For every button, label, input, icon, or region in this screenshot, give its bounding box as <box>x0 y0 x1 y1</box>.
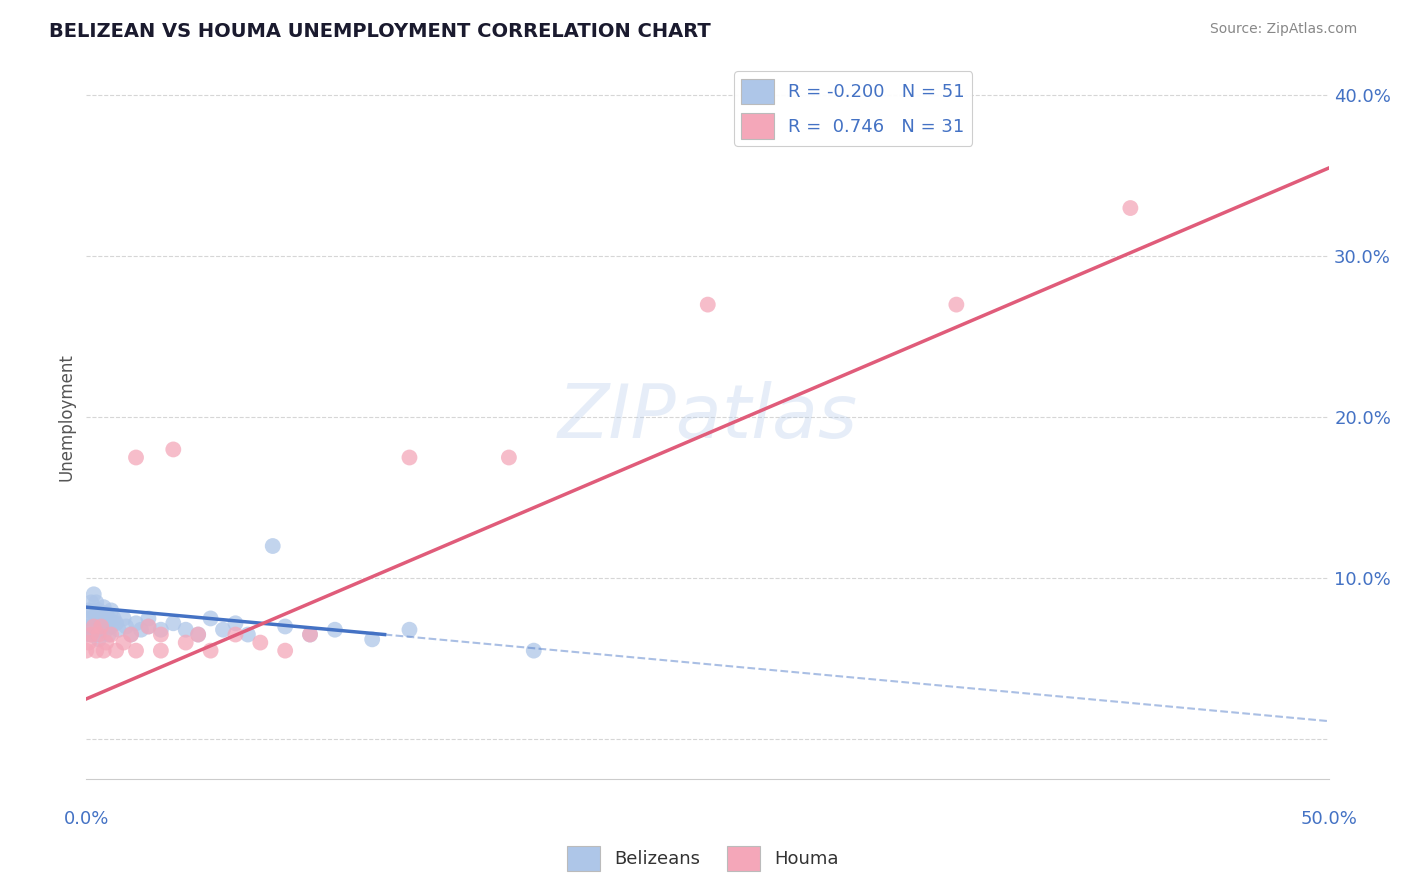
Point <box>107 623 129 637</box>
Point <box>96 623 118 637</box>
Point <box>149 623 172 637</box>
Point <box>138 619 160 633</box>
Point <box>80 627 103 641</box>
Point <box>75 643 97 657</box>
Point <box>93 643 115 657</box>
Point <box>398 450 420 465</box>
Point <box>125 450 148 465</box>
Point <box>105 616 128 631</box>
Point <box>97 627 120 641</box>
Point <box>129 623 152 637</box>
Point <box>200 611 222 625</box>
Point <box>323 623 346 637</box>
Point <box>80 627 103 641</box>
Point <box>80 611 103 625</box>
Text: Source: ZipAtlas.com: Source: ZipAtlas.com <box>1209 22 1357 37</box>
Point <box>274 619 297 633</box>
Point <box>498 450 520 465</box>
Point <box>162 616 184 631</box>
Text: 0.0%: 0.0% <box>63 810 110 828</box>
Point <box>90 623 112 637</box>
Point <box>96 635 118 649</box>
Point <box>249 635 271 649</box>
Point <box>84 627 107 641</box>
Point <box>75 627 97 641</box>
Point <box>112 611 135 625</box>
Point <box>262 539 284 553</box>
Point <box>125 616 148 631</box>
Point <box>87 632 110 647</box>
Point <box>83 603 105 617</box>
Point <box>77 635 100 649</box>
Text: BELIZEAN VS HOUMA UNEMPLOYMENT CORRELATION CHART: BELIZEAN VS HOUMA UNEMPLOYMENT CORRELATI… <box>49 22 711 41</box>
Point <box>83 587 105 601</box>
Point <box>174 623 197 637</box>
Point <box>523 643 546 657</box>
Point <box>174 635 197 649</box>
Point <box>112 635 135 649</box>
Point <box>120 627 142 641</box>
Point <box>212 623 235 637</box>
Point <box>125 643 148 657</box>
Point <box>103 611 125 625</box>
Point <box>187 627 209 641</box>
Point <box>138 611 160 625</box>
Point <box>138 619 160 633</box>
Point <box>149 643 172 657</box>
Point <box>93 600 115 615</box>
Point <box>120 627 142 641</box>
Point <box>83 619 105 633</box>
Point <box>115 619 138 633</box>
Point <box>274 643 297 657</box>
Point <box>187 627 209 641</box>
Point <box>200 643 222 657</box>
Point <box>236 627 259 641</box>
Point <box>84 595 107 609</box>
Point <box>105 643 128 657</box>
Point <box>224 616 246 631</box>
Legend: Belizeans, Houma: Belizeans, Houma <box>560 838 846 879</box>
Y-axis label: Unemployment: Unemployment <box>58 353 75 481</box>
Point <box>100 603 122 617</box>
Point <box>90 619 112 633</box>
Point <box>1119 201 1142 215</box>
Point <box>299 627 322 641</box>
Point <box>945 297 967 311</box>
Point <box>84 611 107 625</box>
Point <box>100 619 122 633</box>
Point <box>75 611 97 625</box>
Point <box>224 627 246 641</box>
Point <box>97 611 120 625</box>
Point <box>96 607 118 621</box>
Point <box>299 627 322 641</box>
Point <box>100 627 122 641</box>
Point <box>696 297 718 311</box>
Point <box>77 619 100 633</box>
Text: ZIPatlas: ZIPatlas <box>558 381 858 453</box>
Point <box>87 616 110 631</box>
Point <box>398 623 420 637</box>
Point <box>149 627 172 641</box>
Point <box>87 603 110 617</box>
Point <box>84 643 107 657</box>
Legend: R = -0.200   N = 51, R =  0.746   N = 31: R = -0.200 N = 51, R = 0.746 N = 31 <box>734 71 972 146</box>
Point <box>162 442 184 457</box>
Point <box>93 616 115 631</box>
Point <box>83 619 105 633</box>
Point <box>87 627 110 641</box>
Text: 50.0%: 50.0% <box>1301 810 1358 828</box>
Point <box>77 603 100 617</box>
Point <box>361 632 384 647</box>
Point <box>80 595 103 609</box>
Point <box>90 607 112 621</box>
